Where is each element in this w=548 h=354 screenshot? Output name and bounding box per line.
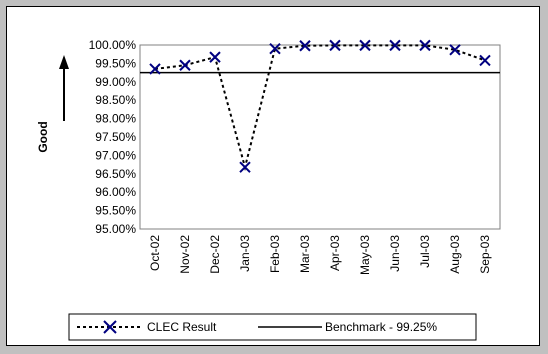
legend-clec-label: CLEC Result <box>147 320 217 334</box>
y-axis-label: Good <box>36 121 50 152</box>
y-tick-label: 100.00% <box>89 38 137 52</box>
y-tick-label: 96.50% <box>95 167 136 181</box>
clec-result-point <box>479 54 491 67</box>
clec-result-point <box>389 39 401 52</box>
clec-result-point <box>209 51 221 63</box>
clec-result-point <box>449 44 461 56</box>
y-axis-label-group: Good <box>36 121 50 152</box>
clec-result-line <box>154 44 486 172</box>
x-tick-label: Feb-03 <box>268 235 282 273</box>
chart: 95.00% 95.50% 96.00% 96.50% 97.00% 97.50% 98.0… <box>36 38 501 341</box>
x-tick-label: Oct-02 <box>148 235 162 271</box>
x-tick-label: Jun-03 <box>388 235 402 272</box>
y-tick-label: 97.00% <box>95 148 136 162</box>
clec-result-point <box>269 42 281 55</box>
legend: CLEC Result Benchmark - 99.25% <box>68 313 477 341</box>
chart-frame: 95.00% 95.50% 96.00% 96.50% 97.00% 97.50% 98.0… <box>6 6 540 346</box>
clec-result-point <box>419 39 431 52</box>
y-tick-label: 95.50% <box>95 204 136 218</box>
x-tick-label: Jan-03 <box>238 235 252 272</box>
x-tick-label: Sep-03 <box>478 235 492 274</box>
x-tick-label: May-03 <box>358 235 372 275</box>
good-arrow-icon <box>59 55 69 121</box>
x-tick-label: Jul-03 <box>418 235 432 268</box>
legend-benchmark-label: Benchmark - 99.25% <box>325 320 437 334</box>
x-tick-label: Aug-03 <box>448 235 462 274</box>
y-tick-label: 98.50% <box>95 93 136 107</box>
y-tick-label: 97.50% <box>95 130 136 144</box>
legend-clec-marker-icon <box>103 320 117 334</box>
clec-result-point <box>299 40 311 52</box>
y-tick-label: 99.00% <box>95 75 136 89</box>
x-tick-label: Nov-02 <box>178 235 192 274</box>
clec-result-point <box>239 161 251 173</box>
y-tick-label: 96.00% <box>95 185 136 199</box>
x-tick-label: Apr-03 <box>328 235 342 271</box>
plot-area <box>139 44 501 230</box>
y-tick-labels: 95.00% 95.50% 96.00% 96.50% 97.00% 97.50% 98.0… <box>89 38 137 236</box>
y-tick-label: 99.50% <box>95 56 136 70</box>
x-tick-labels: Oct-02 Nov-02 Dec-02 Jan-03 Feb-03 Mar-03 Apr-… <box>148 235 492 275</box>
clec-result-point <box>179 59 191 71</box>
y-tick-label: 95.00% <box>95 222 136 236</box>
x-tick-label: Mar-03 <box>298 235 312 273</box>
clec-result-point <box>359 39 371 52</box>
x-tick-label: Dec-02 <box>208 235 222 274</box>
series-layer <box>149 39 491 173</box>
y-tick-label: 98.00% <box>95 112 136 126</box>
clec-result-point <box>329 39 341 52</box>
clec-result-point <box>149 63 161 75</box>
